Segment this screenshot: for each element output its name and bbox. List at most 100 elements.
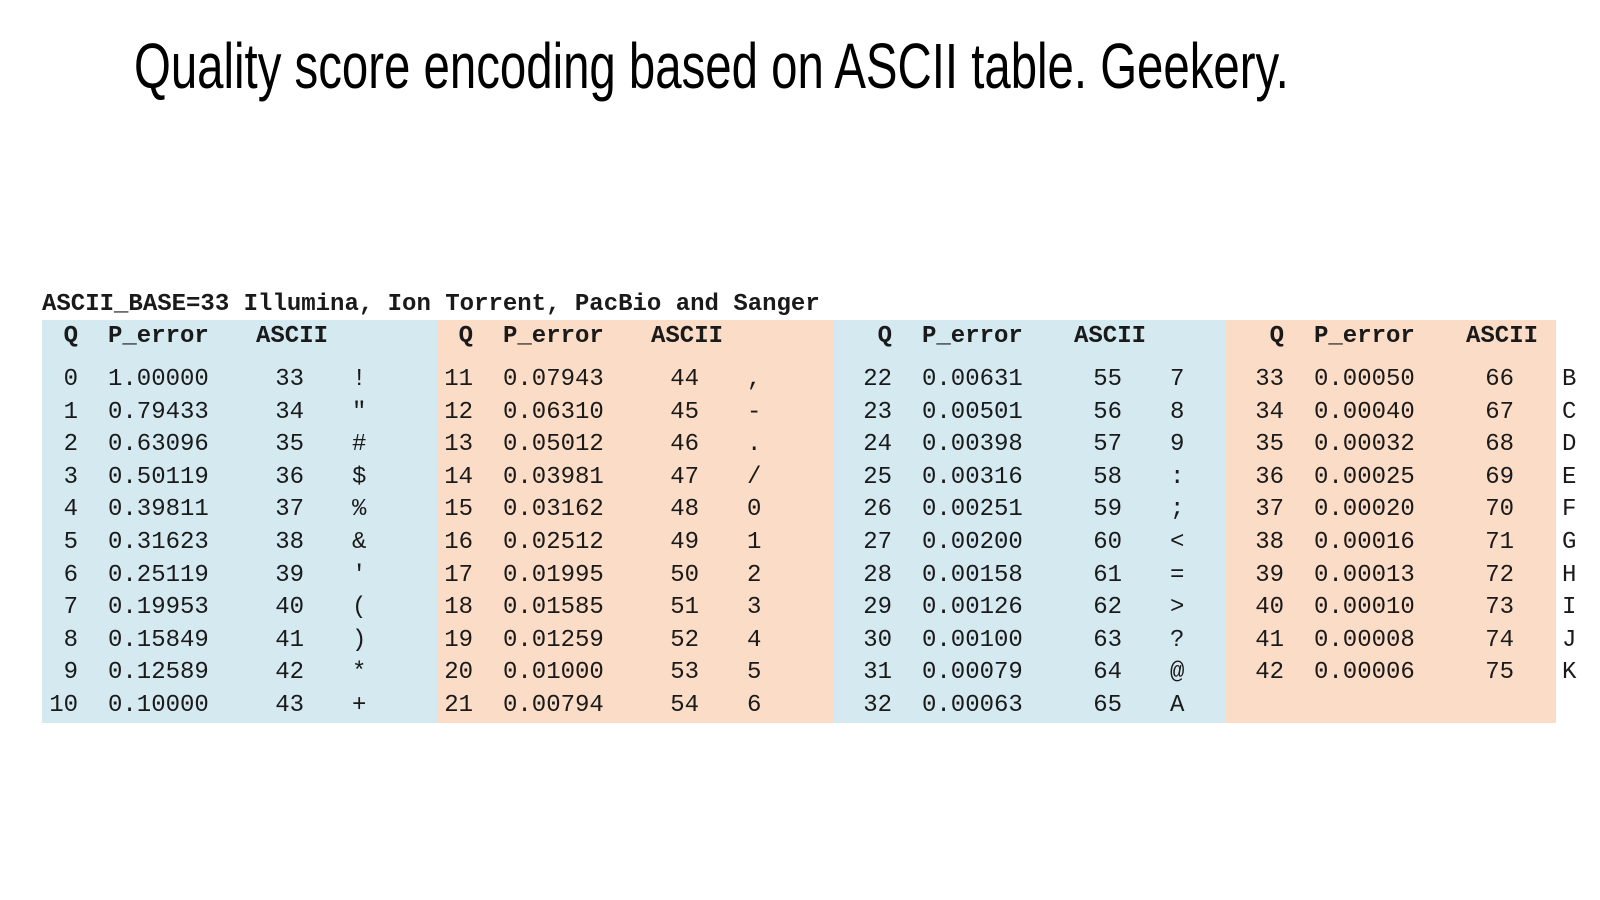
p-error-value: 0.00794 xyxy=(503,691,604,719)
ascii-code: 52 xyxy=(670,626,699,654)
header-q: Q xyxy=(458,323,473,350)
ascii-code: 35 xyxy=(275,431,304,459)
p-error-value: 0.39811 xyxy=(108,496,209,524)
ascii-code: 51 xyxy=(670,594,699,622)
p-error-value: 0.06310 xyxy=(503,398,604,426)
q-score: 27 xyxy=(863,528,892,556)
table-header-row: Q P_error ASCII xyxy=(42,322,437,352)
p-error-value: 0.00316 xyxy=(922,463,1023,491)
table-panel: Q P_error ASCII 11 0.07943 44, 12 0.06310 45-13 0… xyxy=(437,320,834,723)
p-error-value: 0.01259 xyxy=(503,626,604,654)
ascii-char: @ xyxy=(1170,659,1185,687)
header-p-error: P_error xyxy=(503,323,604,350)
ascii-code: 70 xyxy=(1485,496,1514,524)
header-ascii: ASCII xyxy=(1074,323,1147,350)
q-score: 40 xyxy=(1255,594,1284,622)
q-score: 26 xyxy=(863,496,892,524)
ascii-char: E xyxy=(1562,463,1577,491)
q-score: 21 xyxy=(444,691,473,719)
q-score: 2 xyxy=(63,431,78,459)
ascii-code: 62 xyxy=(1093,594,1122,622)
table-header-row: Q P_error ASCII xyxy=(437,322,834,352)
ascii-code: 39 xyxy=(275,561,304,589)
q-score: 39 xyxy=(1255,561,1284,589)
table-row: 11 0.07943 44, xyxy=(437,365,834,398)
q-score: 20 xyxy=(444,659,473,687)
p-error-value: 1.00000 xyxy=(108,366,209,393)
header-q: Q xyxy=(877,323,892,350)
q-score: 32 xyxy=(863,691,892,719)
q-score: 14 xyxy=(444,463,473,491)
q-score: 13 xyxy=(444,431,473,459)
ascii-table-figure: ASCII_BASE=33 Illumina, Ion Torrent, Pac… xyxy=(42,290,1576,723)
ascii-char: " xyxy=(352,398,367,426)
q-score: 15 xyxy=(444,496,473,524)
table-row: 12 0.06310 45 - xyxy=(437,398,834,431)
table-row: 27 0.00200 60 < xyxy=(834,528,1226,561)
ascii-char: 4 xyxy=(747,626,762,654)
table-row: 21 0.00794 54 6 xyxy=(437,691,834,724)
q-score: 24 xyxy=(863,431,892,459)
q-score: 23 xyxy=(863,398,892,426)
table-row: 19 0.01259 52 4 xyxy=(437,626,834,659)
q-score: 5 xyxy=(63,528,78,556)
p-error-value: 0.00040 xyxy=(1314,398,1415,426)
ascii-char: 6 xyxy=(747,691,762,719)
table-panel: Q P_error ASCII 0 1.00000 33! 1 0.79433 34 " 2 0.63… xyxy=(42,320,437,723)
ascii-char: ) xyxy=(352,626,367,654)
p-error-value: 0.00008 xyxy=(1314,626,1415,654)
header-p-error: P_error xyxy=(1314,323,1415,350)
q-score: 25 xyxy=(863,463,892,491)
p-error-value: 0.01000 xyxy=(503,659,604,687)
ascii-code: 71 xyxy=(1485,528,1514,556)
q-score: 12 xyxy=(444,398,473,426)
ascii-char: ; xyxy=(1170,496,1185,524)
ascii-code: 45 xyxy=(670,398,699,426)
ascii-code: 34 xyxy=(275,398,304,426)
ascii-code: 53 xyxy=(670,659,699,687)
q-score: 31 xyxy=(863,659,892,687)
ascii-code: 36 xyxy=(275,463,304,491)
table-rows: 11 0.07943 44, 12 0.06310 45-13 0.05012 46. 14 0.… xyxy=(437,365,834,724)
q-score: 9 xyxy=(63,659,78,687)
q-score: 38 xyxy=(1255,528,1284,556)
table-row: 17 0.01995 50 2 xyxy=(437,561,834,594)
p-error-value: 0.00501 xyxy=(922,398,1023,426)
table-row: 34 0.00040 67 C xyxy=(1226,398,1576,431)
p-error-value: 0.00079 xyxy=(922,659,1023,687)
ascii-char: . xyxy=(747,431,762,459)
table-row: 18 0.01585 51 3 xyxy=(437,593,834,626)
q-score: 33 xyxy=(1255,366,1284,393)
q-score: 1 xyxy=(63,398,78,426)
ascii-char: ? xyxy=(1170,626,1185,654)
table-row: 5 0.31623 38 & xyxy=(42,528,437,561)
p-error-value: 0.00251 xyxy=(922,496,1023,524)
p-error-value: 0.01585 xyxy=(503,594,604,622)
header-ascii: ASCII xyxy=(256,323,329,350)
ascii-code: 54 xyxy=(670,691,699,719)
ascii-code: 44 xyxy=(670,366,699,393)
table-row: 35 0.00032 68 D xyxy=(1226,430,1576,463)
p-error-value: 0.05012 xyxy=(503,431,604,459)
header-p-error: P_error xyxy=(922,323,1023,350)
table-row: 22 0.00631 55 7 xyxy=(834,365,1226,398)
table-row: 40 0.00010 73 I xyxy=(1226,593,1576,626)
q-score: 16 xyxy=(444,528,473,556)
table-row: 14 0.03981 47 / xyxy=(437,463,834,496)
p-error-value: 0.79433 xyxy=(108,398,209,426)
p-error-value: 0.00016 xyxy=(1314,528,1415,556)
table-row: 28 0.00158 61 = xyxy=(834,561,1226,594)
ascii-char: G xyxy=(1562,528,1577,556)
q-score: 11 xyxy=(444,366,473,393)
ascii-char: = xyxy=(1170,561,1185,589)
table-row: 9 0.12589 42 * xyxy=(42,658,437,691)
table-caption: ASCII_BASE=33 Illumina, Ion Torrent, Pac… xyxy=(42,291,820,318)
q-score: 10 xyxy=(49,691,78,719)
table-row: 7 0.19953 40 ( xyxy=(42,593,437,626)
ascii-code: 65 xyxy=(1093,691,1122,719)
ascii-code: 38 xyxy=(275,528,304,556)
table-row: 13 0.05012 46. xyxy=(437,430,834,463)
q-score: 42 xyxy=(1255,659,1284,687)
table-row: 15 0.03162 48 0 xyxy=(437,495,834,528)
ascii-code: 47 xyxy=(670,463,699,491)
